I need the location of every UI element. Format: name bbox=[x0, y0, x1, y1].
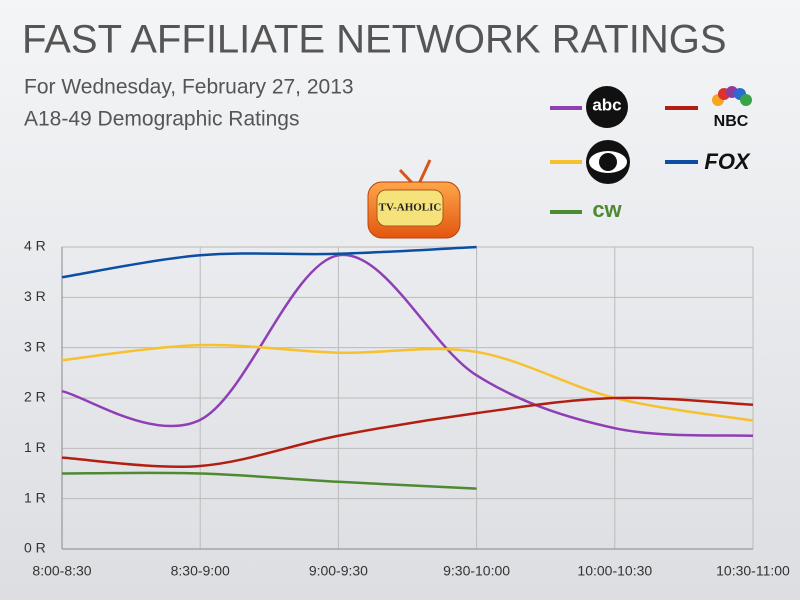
abc-logo bbox=[586, 86, 628, 128]
x-tick-label: 9:00-9:30 bbox=[309, 563, 368, 579]
x-tick-label: 8:30-9:00 bbox=[171, 563, 230, 579]
x-tick-label: 8:00-8:30 bbox=[32, 563, 91, 579]
y-tick-label: 1 R bbox=[24, 489, 46, 505]
series-line bbox=[61, 245, 477, 279]
cbs-eye bbox=[586, 140, 630, 184]
series-line bbox=[61, 396, 754, 468]
subtitle: For Wednesday, February 27, 2013 bbox=[24, 76, 354, 99]
nbc-peacock bbox=[712, 86, 752, 106]
legend-label: cw bbox=[592, 197, 622, 222]
chart-title: FAST AFFILIATE NETWORK RATINGS bbox=[22, 18, 727, 62]
y-tick-label: 2 R bbox=[24, 389, 46, 405]
logo-text: TV-AHOLIC bbox=[379, 202, 442, 214]
x-tick-label: 9:30-10:00 bbox=[443, 563, 510, 579]
y-tick-label: 3 R bbox=[24, 338, 46, 354]
x-tick-label: 10:00-10:30 bbox=[577, 563, 652, 579]
series-line bbox=[61, 343, 754, 422]
legend-label: NBC bbox=[714, 113, 749, 130]
legend: abc NBC FOX cw bbox=[550, 86, 752, 222]
y-tick-label: 3 R bbox=[24, 288, 46, 304]
legend-label: abc bbox=[592, 95, 621, 114]
series-line bbox=[61, 471, 477, 490]
legend-label: FOX bbox=[704, 149, 751, 174]
y-tick-label: 4 R bbox=[24, 238, 46, 254]
y-tick-label: 0 R bbox=[24, 540, 46, 556]
subtitle: A18-49 Demographic Ratings bbox=[24, 108, 299, 131]
x-tick-label: 10:30-11:00 bbox=[716, 563, 790, 579]
tv-logo: TV-AHOLIC bbox=[367, 159, 461, 239]
y-tick-label: 1 R bbox=[24, 439, 46, 455]
series-line bbox=[61, 253, 754, 437]
